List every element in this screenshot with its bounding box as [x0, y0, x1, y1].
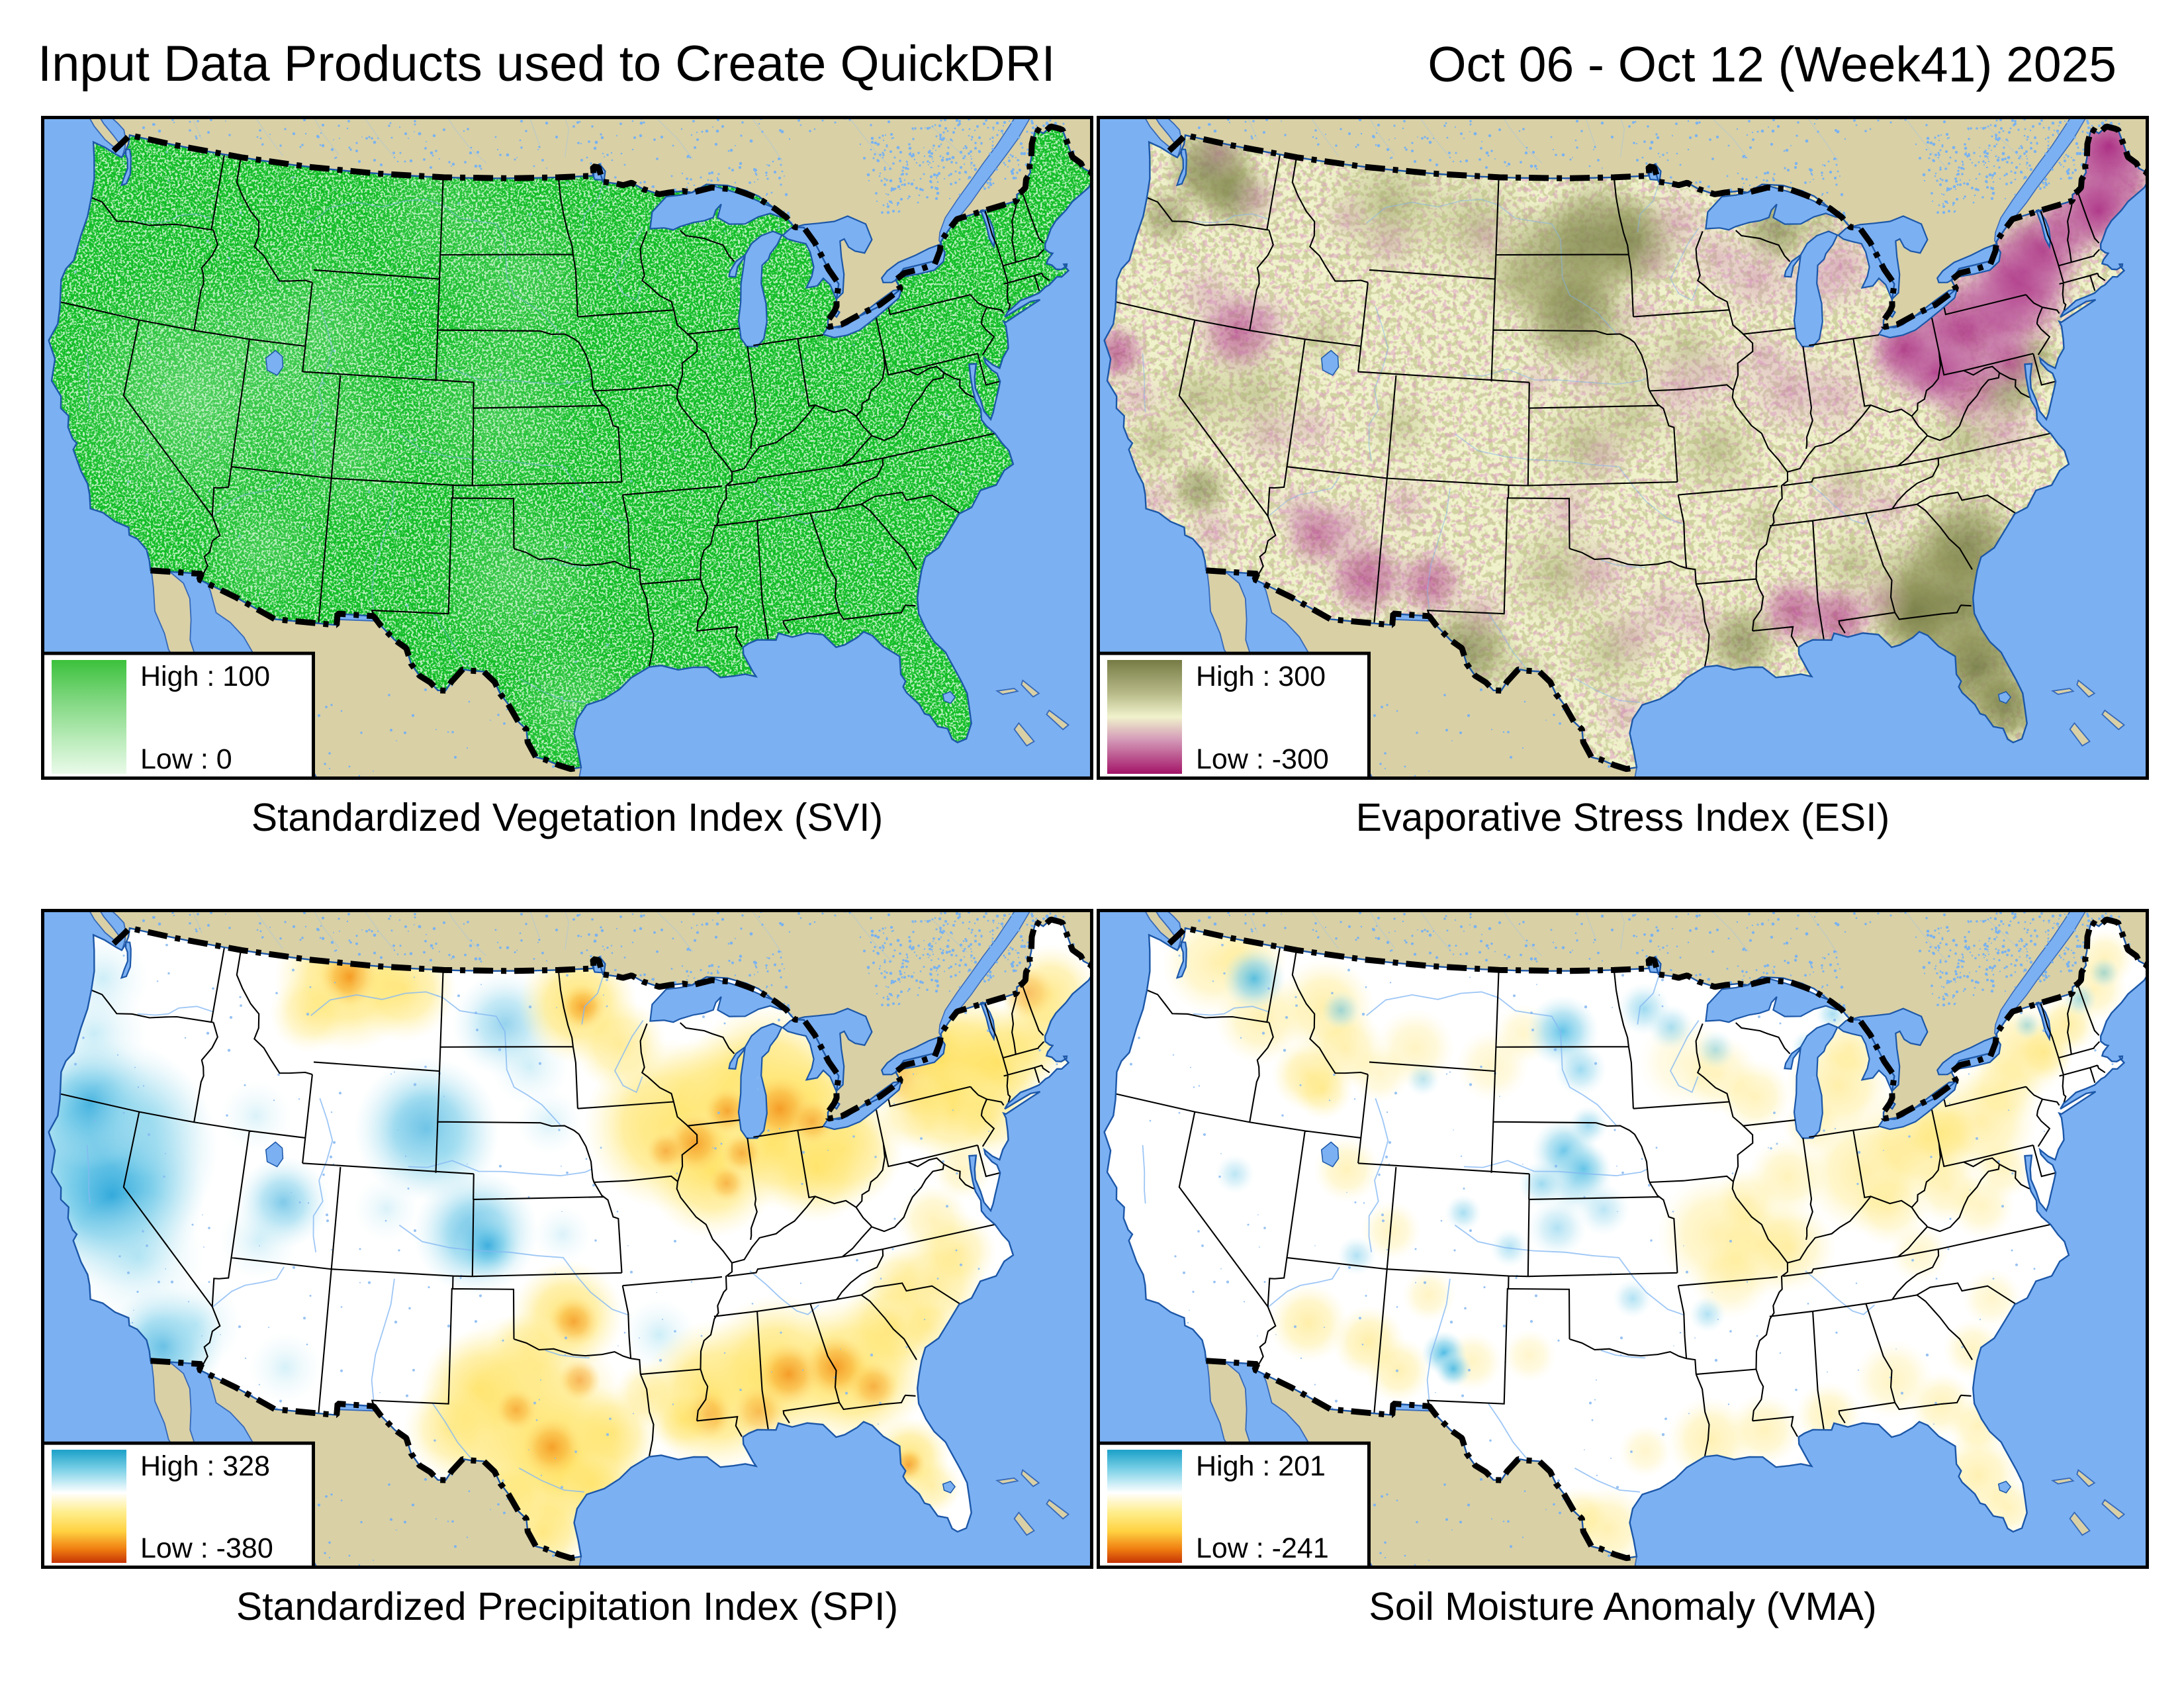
svg-text:High : 100: High : 100 — [140, 661, 270, 692]
svg-text:Low : -380: Low : -380 — [140, 1532, 273, 1564]
svg-text:High : 201: High : 201 — [1196, 1450, 1326, 1482]
svg-text:Low : -241: Low : -241 — [1196, 1532, 1329, 1564]
svg-text:Low : 0: Low : 0 — [140, 743, 232, 775]
svg-text:Low : -300: Low : -300 — [1196, 743, 1329, 775]
svg-text:High : 328: High : 328 — [140, 1450, 270, 1482]
svg-text:High : 300: High : 300 — [1196, 661, 1326, 692]
